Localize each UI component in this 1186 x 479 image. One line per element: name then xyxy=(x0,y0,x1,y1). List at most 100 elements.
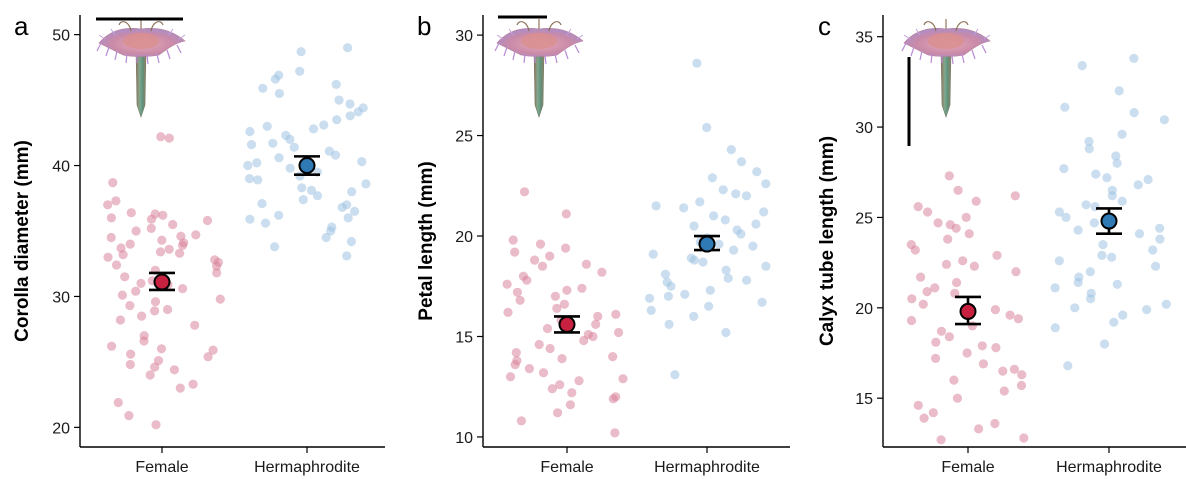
data-point xyxy=(1084,144,1094,154)
data-point xyxy=(557,354,567,364)
data-point xyxy=(203,352,213,362)
data-point xyxy=(660,269,671,279)
data-point xyxy=(212,261,222,271)
y-axis-title: Corolla diameter (mm) xyxy=(12,140,33,342)
panel-letter: c xyxy=(818,11,831,41)
data-point xyxy=(952,393,963,403)
data-point xyxy=(990,418,1000,429)
data-point xyxy=(949,375,959,385)
data-point xyxy=(1073,277,1083,288)
data-point xyxy=(350,206,360,216)
data-point xyxy=(253,175,263,185)
panel-b: b Petal length (mm) 10 15 20 25 30 Female Hermap… xyxy=(416,11,790,476)
data-point xyxy=(565,400,576,410)
x-tick-label: Hermaphrodite xyxy=(654,459,760,476)
data-point xyxy=(502,279,512,289)
data-point xyxy=(958,256,968,266)
data-point xyxy=(545,343,555,354)
data-point xyxy=(614,327,624,338)
data-point xyxy=(164,133,174,143)
data-point xyxy=(1059,164,1069,174)
data-point xyxy=(759,207,769,217)
data-point xyxy=(538,368,549,378)
data-point xyxy=(136,278,146,288)
data-point xyxy=(936,326,947,336)
x-tick-label: Female xyxy=(135,459,188,476)
data-point xyxy=(1091,169,1101,179)
data-point xyxy=(522,275,532,285)
data-point xyxy=(285,163,295,173)
data-point xyxy=(146,214,157,224)
data-point xyxy=(245,126,255,137)
data-point xyxy=(910,245,920,255)
data-point xyxy=(611,309,621,319)
data-point xyxy=(164,244,174,254)
y-tick-label: 35 xyxy=(855,30,873,47)
data-point xyxy=(126,349,136,359)
data-point xyxy=(726,145,736,155)
data-point xyxy=(552,303,562,313)
data-point xyxy=(190,320,200,330)
data-point xyxy=(577,283,587,293)
data-point xyxy=(188,379,198,389)
data-point xyxy=(991,343,1001,353)
data-point xyxy=(561,209,571,219)
data-point xyxy=(150,306,160,316)
data-point xyxy=(1054,207,1064,217)
data-point xyxy=(1005,310,1015,320)
point-group-female xyxy=(502,187,628,438)
data-point xyxy=(274,88,284,99)
data-point xyxy=(1134,229,1145,239)
data-point xyxy=(126,208,136,218)
data-point xyxy=(680,289,690,299)
data-point xyxy=(258,83,268,93)
data-point xyxy=(169,365,179,375)
data-point xyxy=(583,329,593,340)
data-point xyxy=(944,332,955,342)
data-point xyxy=(175,383,185,393)
data-point xyxy=(553,408,563,418)
data-point xyxy=(124,411,134,421)
data-point xyxy=(137,311,147,321)
data-point xyxy=(274,210,284,220)
data-point xyxy=(542,323,553,334)
data-point xyxy=(535,239,546,249)
data-point xyxy=(345,99,355,109)
flower-illustration-icon xyxy=(494,18,584,118)
data-point xyxy=(941,259,952,269)
data-point xyxy=(907,294,917,304)
y-tick-label: 15 xyxy=(855,391,873,408)
data-point xyxy=(952,277,962,288)
data-point xyxy=(519,187,530,197)
data-point xyxy=(298,195,308,205)
data-point xyxy=(1107,191,1117,201)
data-point xyxy=(343,43,353,53)
data-point xyxy=(1133,180,1143,190)
data-point xyxy=(692,58,702,68)
data-point xyxy=(361,179,371,189)
data-point xyxy=(689,255,700,265)
data-point xyxy=(270,242,280,252)
data-point xyxy=(1084,136,1094,147)
data-point xyxy=(591,319,601,329)
data-point xyxy=(741,191,752,201)
data-point xyxy=(731,189,741,199)
point-group-hermaphrodite xyxy=(243,43,371,261)
data-point xyxy=(721,327,731,338)
data-point xyxy=(597,267,607,277)
y-tick-label: 10 xyxy=(455,430,473,447)
data-point xyxy=(125,359,135,370)
data-point xyxy=(1063,361,1073,371)
data-point xyxy=(268,138,278,148)
data-point xyxy=(342,251,352,261)
data-point xyxy=(145,370,155,380)
point-group-hermaphrodite xyxy=(645,58,771,380)
data-point xyxy=(562,285,572,295)
data-point xyxy=(1011,267,1021,277)
data-point xyxy=(992,250,1002,260)
data-point xyxy=(111,196,121,206)
data-point xyxy=(516,416,527,426)
data-point xyxy=(608,394,618,404)
data-point xyxy=(913,202,923,212)
data-point xyxy=(545,251,555,261)
